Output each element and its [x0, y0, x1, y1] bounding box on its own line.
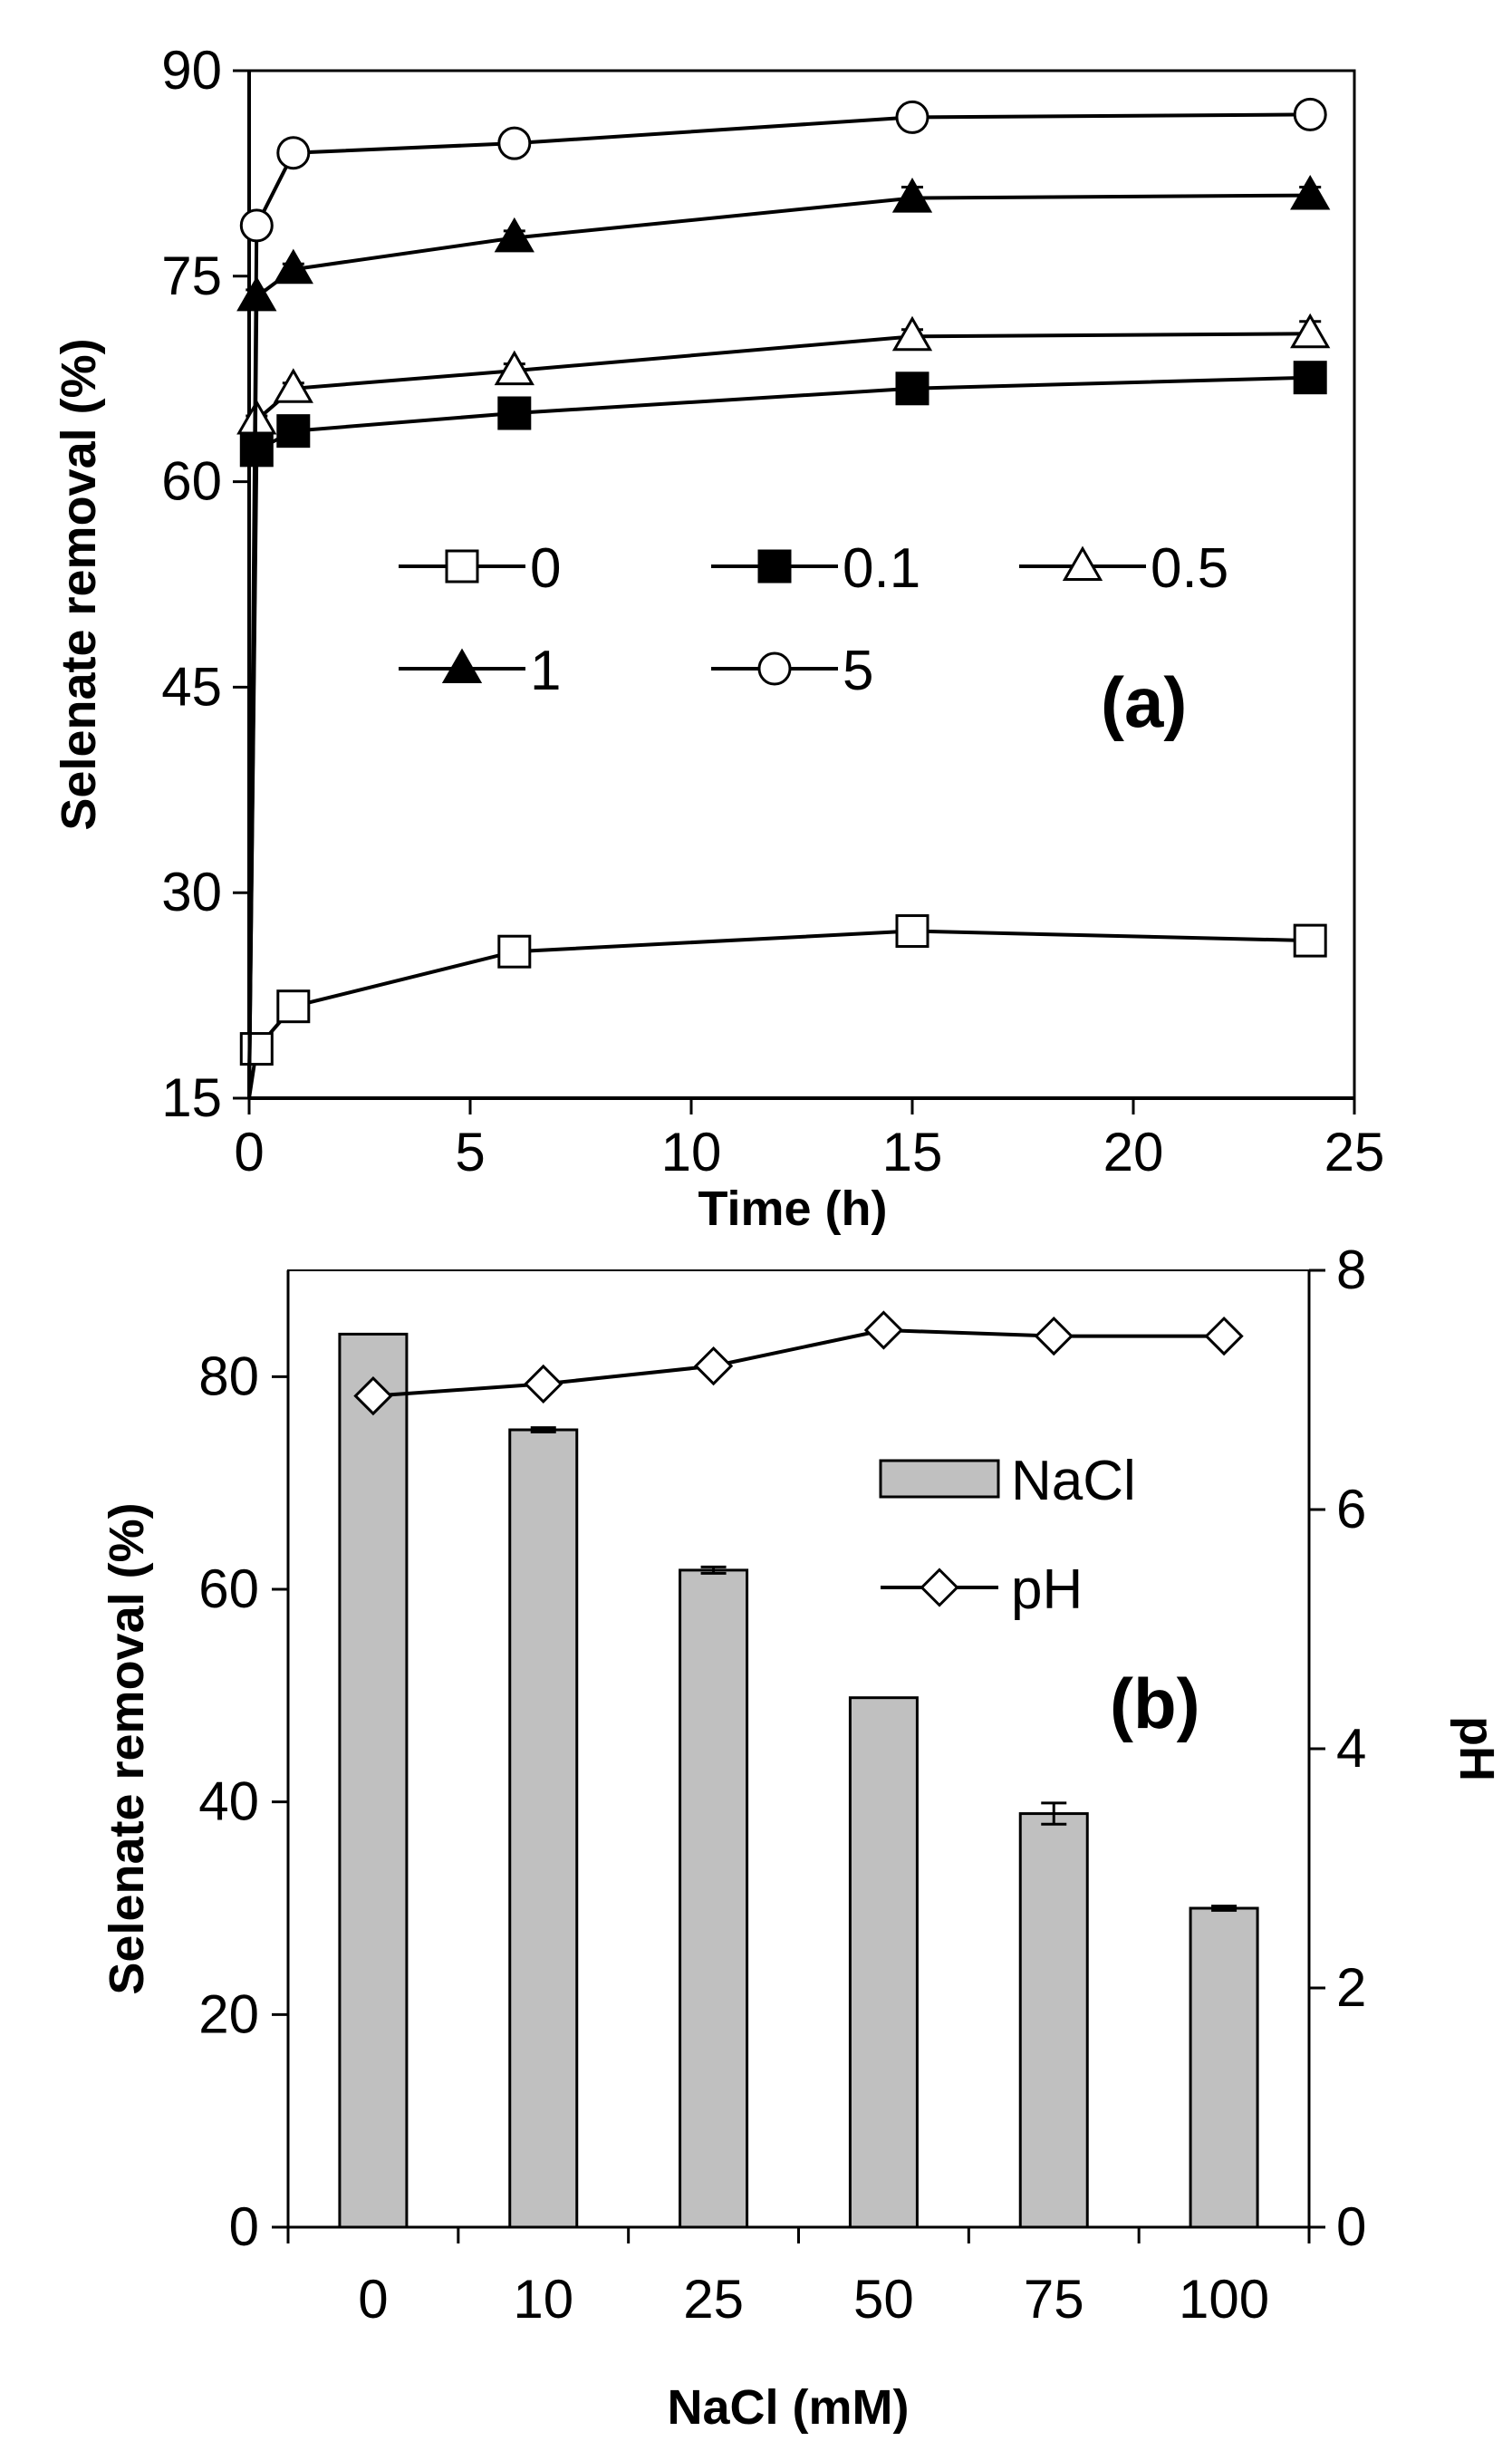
- ph-point: [1204, 1316, 1244, 1356]
- legend-label-ph: pH: [1011, 1558, 1083, 1621]
- ph-point: [1034, 1316, 1074, 1356]
- x-tick-label: 15: [882, 1122, 943, 1182]
- series-5: [239, 97, 1327, 1099]
- bar: [848, 1696, 919, 2229]
- legend-label-0: 0: [530, 537, 561, 600]
- chart-a-panel-label: (a): [1101, 662, 1187, 742]
- series-0: [239, 914, 1327, 1099]
- chart-a-legend: 0 0.1 0.5 1 5: [399, 537, 1228, 702]
- series-line: [247, 112, 1311, 1099]
- data-point: [497, 126, 532, 160]
- data-point: [895, 371, 929, 406]
- x-tick-label: 5: [455, 1122, 485, 1182]
- x-tick-label: 0: [234, 1122, 264, 1182]
- legend-swatch-nacl: [879, 1459, 1000, 1499]
- legend-marker: [757, 549, 792, 584]
- data-point: [239, 1032, 274, 1066]
- y2-tick-label: 6: [1336, 1479, 1366, 1539]
- data-point: [497, 934, 532, 969]
- ph-point: [863, 1310, 904, 1350]
- y-tick-label: 0: [229, 2196, 259, 2257]
- ph-point: [693, 1346, 734, 1386]
- data-point: [239, 208, 274, 243]
- data-point: [1293, 361, 1327, 395]
- chart-b-plot-area: [287, 1269, 1310, 2228]
- x-tick-label: 10: [513, 2269, 573, 2330]
- y-tick-label: 15: [161, 1067, 222, 1128]
- legend-marker: [757, 651, 792, 686]
- data-point: [891, 178, 933, 213]
- chart-b-y-axis-title: Selenate removal (%): [100, 1502, 154, 1994]
- chart-b-legend: NaCl pH: [879, 1450, 1136, 1621]
- data-point: [276, 989, 311, 1024]
- bar: [679, 1568, 749, 2229]
- y-tick-label: 90: [161, 40, 222, 101]
- legend-marker: [441, 648, 483, 683]
- data-point: [895, 100, 929, 134]
- y2-tick-label: 2: [1336, 1957, 1366, 2018]
- y-tick-label: 60: [198, 1558, 259, 1619]
- legend-marker: [1062, 545, 1103, 581]
- y-tick-label: 60: [161, 451, 222, 512]
- x-tick-label: 10: [661, 1122, 722, 1182]
- x-tick-label: 100: [1179, 2269, 1269, 2330]
- y2-tick-label: 8: [1336, 1240, 1366, 1300]
- data-point: [895, 914, 929, 949]
- chart-b-x-axis-title: NaCl (mM): [668, 2380, 910, 2435]
- bar: [1018, 1812, 1089, 2229]
- bar: [338, 1332, 409, 2229]
- y2-tick-label: 4: [1336, 1718, 1366, 1779]
- data-point: [276, 136, 311, 170]
- legend-label-nacl: NaCl: [1011, 1450, 1136, 1512]
- chart-a-y-axis-title: Selenate removal (%): [52, 338, 106, 830]
- x-tick-label: 0: [358, 2269, 388, 2330]
- data-point: [1293, 923, 1327, 958]
- bar: [508, 1428, 579, 2229]
- x-tick-label: 25: [1324, 1122, 1385, 1182]
- y2-tick-label: 0: [1336, 2196, 1366, 2257]
- x-tick-label: 25: [683, 2269, 744, 2330]
- x-tick-label: 20: [1103, 1122, 1164, 1182]
- data-point: [273, 368, 313, 403]
- data-point: [276, 414, 311, 449]
- chart-b-panel-label: (b): [1110, 1664, 1200, 1743]
- chart-b-y2-axis-title: pH: [1449, 1716, 1504, 1781]
- data-point: [1290, 175, 1331, 210]
- data-point: [1293, 97, 1327, 131]
- y-tick-label: 40: [198, 1771, 259, 1832]
- data-point: [891, 315, 933, 352]
- y-tick-label: 30: [161, 862, 222, 922]
- data-point: [497, 396, 532, 430]
- data-point: [1290, 313, 1331, 349]
- bar: [1189, 1906, 1259, 2229]
- legend-label-05: 0.5: [1151, 537, 1228, 600]
- y-tick-label: 45: [161, 656, 222, 717]
- legend-label-1: 1: [530, 640, 561, 702]
- data-point: [494, 350, 534, 386]
- ph-line: [372, 1327, 1225, 1398]
- ph-point: [524, 1364, 563, 1404]
- chart-a-plot-area: [247, 69, 1356, 1100]
- x-tick-label: 50: [853, 2269, 914, 2330]
- y-tick-label: 20: [198, 1983, 259, 2044]
- chart-a-x-axis-title: Time (h): [698, 1182, 887, 1236]
- x-tick-label: 75: [1024, 2269, 1084, 2330]
- legend-marker: [445, 549, 479, 584]
- data-point: [494, 217, 534, 253]
- y-tick-label: 80: [198, 1346, 259, 1406]
- y-tick-label: 75: [161, 246, 222, 306]
- ph-point: [353, 1375, 393, 1416]
- legend-label-01: 0.1: [843, 537, 920, 600]
- legend-label-5: 5: [843, 640, 873, 702]
- legend-marker: [920, 1568, 959, 1607]
- data-point: [273, 248, 313, 285]
